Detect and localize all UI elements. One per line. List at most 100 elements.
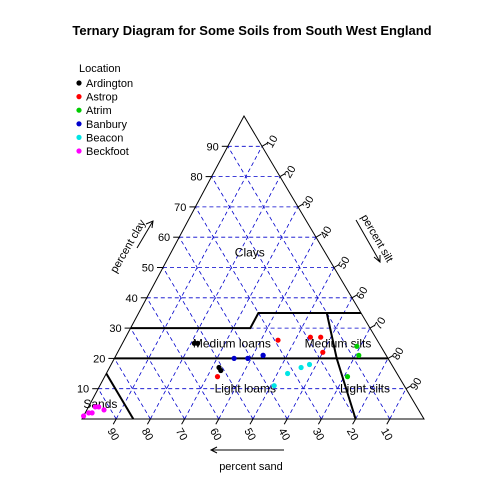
- legend-entry-astrop: Astrop: [86, 92, 118, 104]
- sand-tick-label: 80: [139, 426, 156, 443]
- legend-marker: [76, 107, 82, 113]
- silt-arrow-head: [373, 255, 381, 264]
- silt-tick: [369, 324, 376, 329]
- point-beacon: [285, 370, 291, 377]
- grid-line-silt: [321, 327, 371, 420]
- point-atrim: [354, 343, 360, 349]
- clay-tick-label: 60: [158, 232, 170, 244]
- sand-tick-label: 40: [276, 426, 293, 443]
- sand-tick: [317, 418, 322, 425]
- axis-arrows: [136, 219, 381, 454]
- point-beckfoot: [101, 407, 107, 413]
- clay-tick-label: 30: [109, 323, 121, 335]
- sand-tick: [181, 418, 186, 425]
- region-label: Light loams: [215, 382, 276, 396]
- point-banbury: [245, 355, 251, 361]
- silt-tick-label: 70: [372, 315, 389, 332]
- grid-line-silt: [184, 206, 299, 420]
- silt-tick-label: 30: [300, 194, 317, 211]
- sand-tick: [215, 418, 220, 425]
- sand-tick-label: 60: [207, 426, 224, 443]
- point-beckfoot: [89, 410, 95, 416]
- silt-arrow: [355, 219, 381, 263]
- sand-tick: [249, 418, 254, 425]
- silt-tick: [333, 264, 340, 268]
- grid-line-sand: [97, 388, 117, 420]
- legend-marker: [76, 148, 82, 154]
- grid-line-silt: [355, 358, 389, 420]
- silt-tick-label: 60: [354, 285, 371, 302]
- sand-tick-label: 20: [344, 426, 361, 443]
- point-beckfoot: [81, 413, 87, 419]
- point-beckfoot: [96, 404, 102, 410]
- triangle-outline: [81, 114, 425, 420]
- legend-entry-banbury: Banbury: [86, 119, 127, 131]
- silt-tick: [405, 385, 412, 390]
- silt-tick-label: 90: [408, 376, 425, 393]
- silt-tick-label: 20: [282, 164, 299, 181]
- silt-tick: [315, 233, 322, 238]
- triangle-frame: [81, 114, 425, 420]
- clay-tick-label: 90: [207, 141, 219, 153]
- legend-marker: [76, 94, 82, 100]
- silt-tick-label: 80: [390, 346, 407, 363]
- chart-title: Ternary Diagram for Some Soils from Sout…: [72, 23, 431, 38]
- clay-tick-label: 20: [93, 353, 105, 365]
- point-beacon: [271, 383, 277, 389]
- legend-title: Location: [79, 63, 121, 75]
- grid-line-silt: [286, 297, 353, 420]
- sand-tick: [146, 418, 151, 425]
- point-atrim: [356, 352, 362, 358]
- sand-arrow-head: [209, 446, 218, 454]
- region-boundary: [105, 372, 135, 420]
- region-label: Medium silts: [305, 336, 372, 350]
- point-beacon: [306, 361, 313, 368]
- point-ardington: [195, 340, 201, 346]
- sand-tick-label: 30: [310, 426, 327, 443]
- point-banbury: [260, 352, 266, 358]
- sand-tick-label: 10: [378, 426, 395, 443]
- region-boundary: [325, 312, 357, 420]
- grid-line-silt: [150, 176, 281, 420]
- grid-line-sand: [162, 267, 254, 420]
- region-label: Light silts: [340, 382, 390, 396]
- sand-tick-label: 50: [241, 426, 258, 443]
- point-ardington: [218, 367, 224, 374]
- region-boundaries: [105, 312, 388, 420]
- point-astrop: [214, 374, 221, 380]
- region-label: Sands: [83, 397, 117, 411]
- grid-line-sand: [227, 146, 391, 420]
- clay-arrow-head: [145, 220, 154, 229]
- clay-tick-label: 80: [190, 172, 202, 184]
- point-beacon: [298, 364, 304, 371]
- silt-tick: [351, 294, 358, 299]
- point-banbury: [231, 355, 237, 361]
- grid: [97, 145, 407, 420]
- legend-marker: [76, 134, 82, 140]
- silt-tick-label: 40: [318, 224, 335, 241]
- region-label: Medium loams: [193, 336, 271, 350]
- region-label: Clays: [235, 245, 265, 259]
- silt-tick: [387, 354, 394, 359]
- silt-tick: [261, 142, 268, 147]
- data-points: [81, 334, 362, 419]
- grid-line-sand: [130, 327, 185, 420]
- sand-axis-label: percent sand: [219, 461, 283, 473]
- grid-line-sand: [114, 358, 151, 420]
- legend-marker: [76, 80, 82, 86]
- point-atrim: [344, 374, 351, 380]
- sand-tick-label: 70: [173, 426, 190, 443]
- grid-line-silt: [252, 267, 335, 420]
- clay-tick-label: 70: [174, 202, 186, 214]
- clay-tick-label: 50: [142, 263, 154, 275]
- legend-entry-beacon: Beacon: [86, 132, 123, 144]
- region-boundary: [130, 312, 361, 330]
- legend-entry-beckfoot: Beckfoot: [86, 146, 129, 158]
- point-astrop: [275, 337, 281, 343]
- grid-line-silt: [115, 146, 263, 420]
- sand-tick: [112, 418, 117, 425]
- sand-tick: [283, 418, 288, 425]
- point-astrop: [318, 334, 324, 340]
